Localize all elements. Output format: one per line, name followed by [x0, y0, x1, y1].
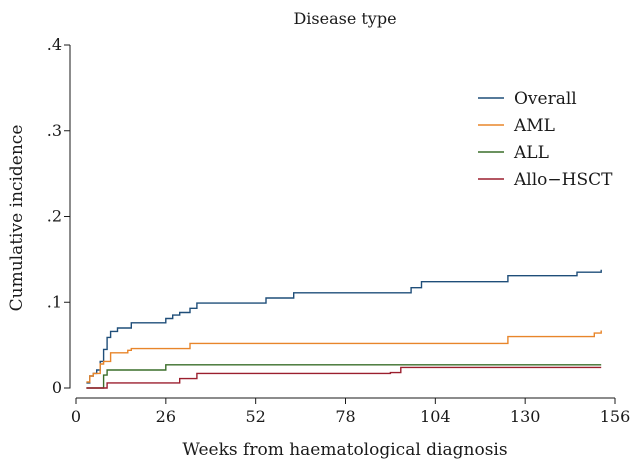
plot-lines: [86, 269, 602, 389]
y-tick-label: .2: [47, 207, 62, 226]
x-tick-label: 0: [71, 407, 81, 426]
series-line-aml: [86, 330, 602, 383]
y-tick-label: .3: [47, 121, 62, 140]
legend: Overall AML ALL Allo−HSCT: [478, 89, 613, 190]
x-tick-label: 156: [600, 407, 631, 426]
y-tick-label: .4: [47, 35, 62, 54]
legend-label: AML: [513, 116, 555, 136]
y-tick-label: 0: [52, 378, 62, 397]
x-tick-label: 26: [156, 407, 176, 426]
y-axis-title: Cumulative incidence: [7, 125, 27, 312]
x-tick-label: 52: [245, 407, 265, 426]
x-tick-label: 78: [335, 407, 355, 426]
legend-label: ALL: [513, 143, 549, 163]
y-tick-label: .1: [47, 292, 62, 311]
x-axis: 0 26 52 78 104 130 156: [71, 397, 631, 426]
legend-label: Allo−HSCT: [513, 170, 613, 190]
x-tick-label: 130: [510, 407, 541, 426]
series-line-all: [86, 364, 602, 389]
series-line-allo-hsct: [86, 366, 602, 389]
series-line-overall: [86, 269, 602, 384]
x-tick-label: 104: [420, 407, 451, 426]
legend-label: Overall: [514, 89, 577, 109]
x-axis-title: Weeks from haematological diagnosis: [182, 440, 507, 460]
chart-title: Disease type: [293, 9, 396, 28]
y-axis: 0 .1 .2 .3 .4: [47, 35, 71, 397]
